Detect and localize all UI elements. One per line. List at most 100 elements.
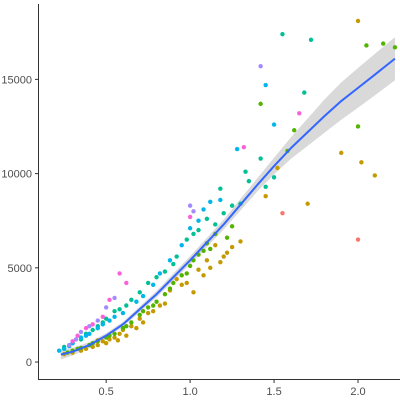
scatter-point [187, 226, 193, 231]
scatter-point [107, 318, 112, 323]
scatter-point [263, 194, 268, 199]
scatter-point [103, 305, 109, 310]
scatter-point [271, 122, 277, 127]
confidence-band [60, 37, 395, 360]
scatter-point [70, 339, 75, 344]
scatter-point [162, 269, 168, 274]
scatter-point [208, 246, 213, 252]
scatter-point [61, 346, 67, 352]
axes [38, 4, 400, 380]
x-tick-label: 1.0 [182, 386, 197, 398]
scatter-point [157, 303, 163, 308]
scatter-point [140, 293, 146, 299]
scatter-point [129, 324, 134, 329]
scatter-point [364, 43, 369, 48]
scatter-point [145, 280, 151, 286]
scatter-point [187, 203, 193, 208]
scatter-point [129, 320, 134, 325]
y-tick-label: 0 [26, 357, 32, 369]
scatter-point [120, 310, 126, 316]
confidence-band-area [60, 37, 395, 360]
scatter-point [67, 342, 72, 348]
scatter-point [191, 290, 196, 295]
scatter-point [134, 325, 139, 331]
scatter-point [196, 227, 201, 233]
scatter-point [355, 237, 361, 242]
scatter-point [229, 203, 235, 208]
scatter-point [243, 169, 248, 174]
scatter-point [120, 325, 126, 331]
scatter-point [263, 184, 268, 189]
scatter-point [95, 342, 100, 348]
scatter-point [204, 258, 210, 263]
scatter-point [201, 273, 206, 278]
scatter-point [191, 209, 196, 214]
scatter-point [208, 265, 213, 271]
scatter-point [392, 45, 398, 50]
scatter-point [258, 101, 263, 107]
scatter-point [103, 340, 109, 346]
scatter-point [179, 273, 184, 278]
scatter-point [137, 316, 142, 321]
scatter-point [292, 128, 297, 133]
scatter-point [90, 327, 95, 333]
scatter-point [184, 237, 189, 242]
scatter-point [134, 299, 139, 304]
scatter-point [100, 314, 106, 320]
scatter-point [124, 303, 129, 308]
scatter-point [224, 235, 230, 240]
scatter-point [56, 348, 62, 353]
scatter-point [213, 222, 218, 227]
scatter-point [140, 308, 146, 314]
scatter-point [355, 124, 361, 129]
scatter-point [95, 325, 100, 331]
scatter-point [145, 305, 151, 310]
scatter-point [201, 248, 206, 254]
scatter-point [302, 90, 307, 95]
scatter-point [112, 295, 117, 301]
scatter-point [145, 310, 151, 316]
scatter-points [56, 18, 398, 357]
scatter-point [112, 308, 117, 314]
scatter-point [218, 259, 223, 265]
scatter-point [221, 254, 226, 259]
scatter-point [359, 160, 364, 165]
scatter-point [241, 145, 247, 150]
scatter-point [229, 224, 235, 229]
scatter-point [305, 201, 310, 206]
scatter-point [124, 280, 129, 286]
scatter-point [117, 271, 122, 276]
scatter-point [208, 199, 213, 205]
scatter-point [73, 337, 79, 342]
scatter-point [258, 156, 263, 161]
scatter-point [124, 324, 129, 329]
y-tick-label: 5000 [8, 263, 32, 275]
scatter-point [140, 320, 146, 325]
scatter-point [117, 331, 122, 336]
scatter-point [229, 244, 235, 250]
x-tick-label: 2.0 [350, 386, 365, 398]
scatter-point [234, 146, 240, 152]
x-tick-label: 1.5 [266, 386, 281, 398]
scatter-point [184, 271, 189, 276]
scatter-point [167, 258, 173, 263]
scatter-point [171, 280, 176, 286]
scatter-point [179, 243, 184, 248]
scatter-point [258, 63, 263, 69]
y-tick-label: 10000 [1, 169, 32, 181]
scatter-point [137, 290, 142, 295]
scatter-point [275, 165, 280, 171]
scatter-point [90, 344, 95, 350]
scatter-point [221, 210, 226, 216]
scatter-point [117, 307, 122, 312]
scatter-point [187, 214, 193, 220]
scatter-point [150, 282, 156, 287]
scatter-point [271, 175, 277, 180]
scatter-point [355, 18, 361, 24]
scatter-point [218, 197, 223, 203]
scatter-point [196, 218, 201, 223]
scatter-point [150, 308, 156, 314]
scatter-point [112, 335, 117, 340]
scatter-point [308, 37, 314, 43]
